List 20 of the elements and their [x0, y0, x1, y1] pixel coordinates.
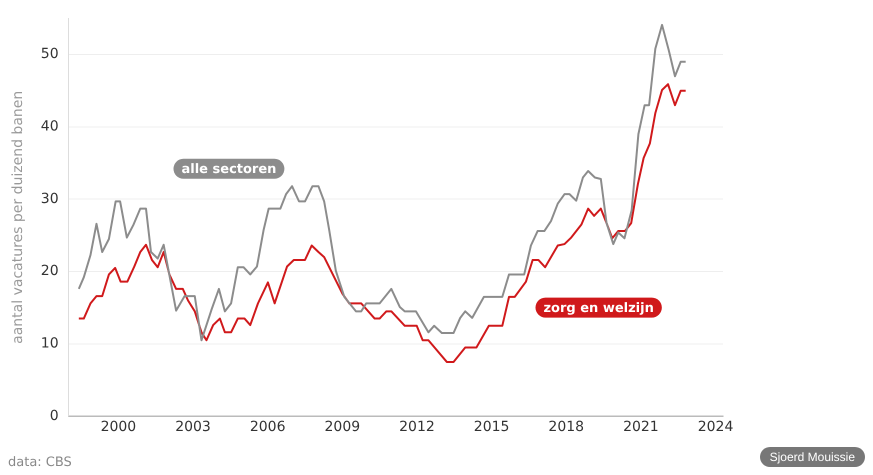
series-label: zorg en welzijn [543, 300, 654, 316]
x-tick-label: 2000 [100, 419, 136, 436]
x-tick-label: 2024 [698, 419, 734, 436]
text: data: CBS [8, 455, 72, 470]
y-axis-title: aantal vacatures per duizend banen [10, 90, 26, 344]
y-tick-label: 30 [40, 190, 59, 207]
x-tick-label: 2003 [175, 419, 211, 436]
y-tick-label: 20 [40, 263, 59, 280]
x-tick-label: 2018 [548, 419, 584, 436]
y-tick-label: 0 [50, 408, 59, 424]
x-tick-label: 2006 [250, 419, 286, 436]
series-label: alle sectoren [181, 162, 276, 178]
x-tick-label: 2021 [623, 419, 659, 436]
y-tick-label: 50 [40, 46, 59, 62]
y-tick-label: 10 [40, 336, 59, 352]
x-tick-label: 2012 [399, 419, 435, 436]
y-tick-label: 40 [40, 118, 59, 135]
x-tick-label: 2015 [474, 419, 510, 436]
text: Sjoerd Mouissie [760, 447, 865, 467]
x-tick-label: 2009 [324, 419, 360, 436]
